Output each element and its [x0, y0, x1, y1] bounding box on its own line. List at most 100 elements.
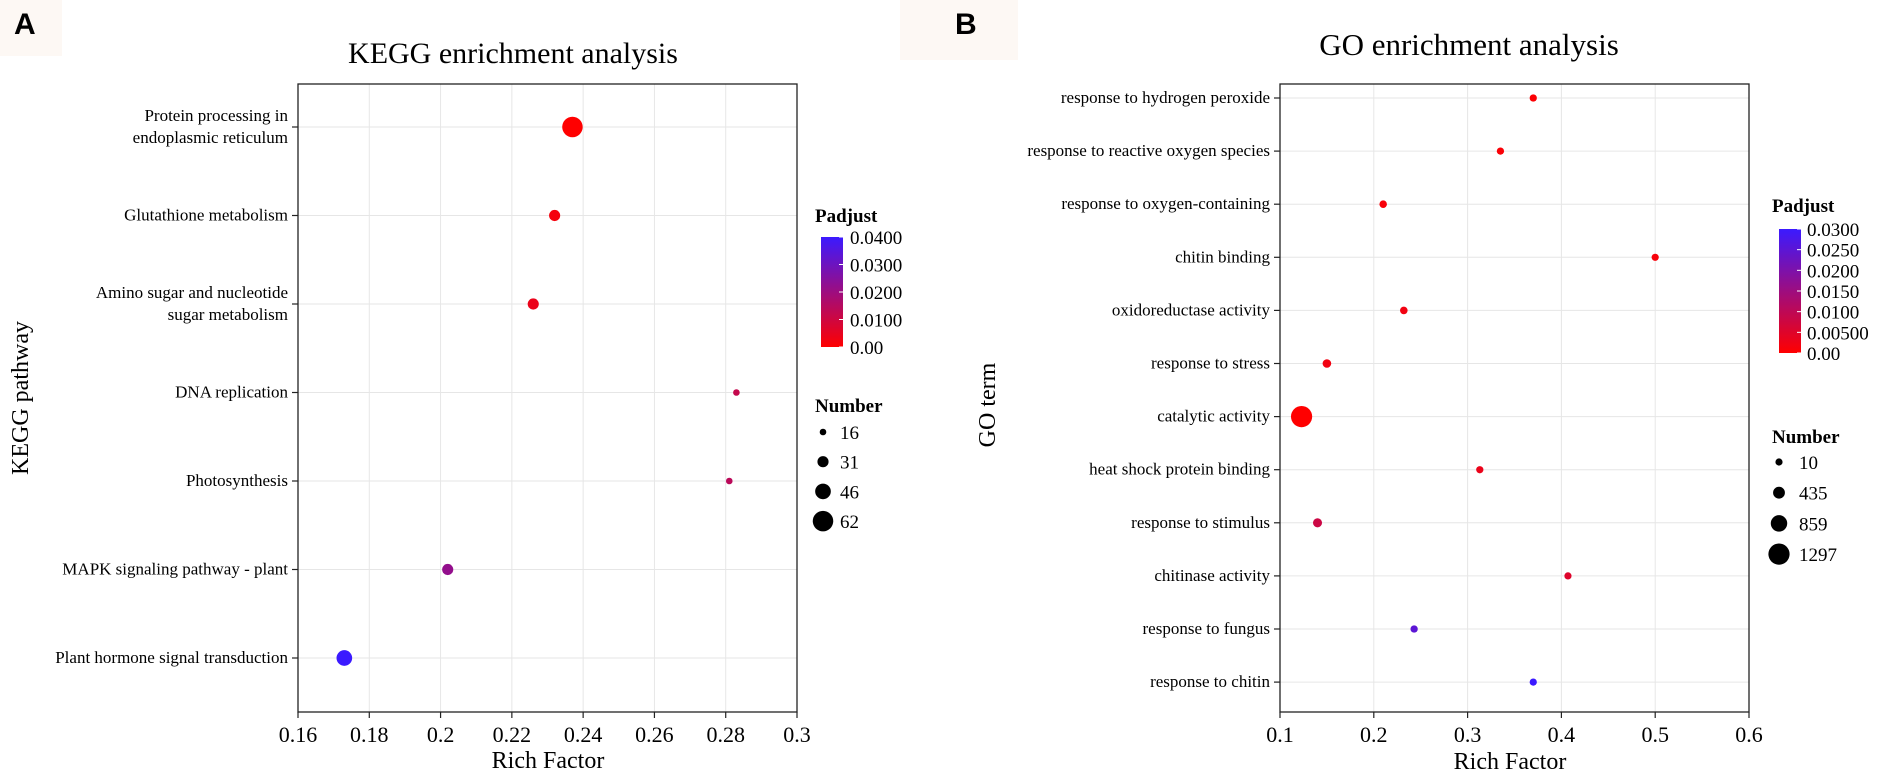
go-category-label-line: response to chitin — [1150, 672, 1270, 691]
kegg-category-label-line: Glutathione metabolism — [124, 206, 288, 225]
go-size-legend-label: 435 — [1799, 484, 1828, 505]
go-point — [1496, 147, 1505, 155]
kegg-color-legend-label: 0.0400 — [850, 228, 902, 249]
go-category-label-line: chitinase activity — [1154, 566, 1270, 585]
go-category-label-line: oxidoreductase activity — [1112, 300, 1271, 319]
go-y-axis-label: GO term — [975, 362, 1001, 447]
go-size-legend-title: Number — [1772, 427, 1840, 448]
kegg-category-label-line: sugar metabolism — [168, 305, 288, 324]
kegg-size-legend-title: Number — [815, 396, 883, 417]
kegg-color-legend-label: 0.0100 — [850, 311, 902, 332]
go-size-legend-label: 10 — [1799, 453, 1818, 474]
go-size-legend-dot — [1768, 543, 1790, 565]
go-size-legend-label: 1297 — [1799, 545, 1837, 566]
go-point — [1290, 405, 1313, 428]
kegg-point — [733, 389, 740, 396]
go-point — [1312, 518, 1323, 528]
go-size-legend-dot — [1775, 458, 1783, 466]
go-title: GO enrichment analysis — [1319, 27, 1619, 62]
go-category-label: response to stimulus — [1131, 513, 1270, 532]
kegg-category-label-line: endoplasmic reticulum — [133, 128, 288, 147]
go-category-label-line: response to oxygen-containing — [1061, 194, 1270, 213]
go-color-legend-label: 0.0300 — [1807, 220, 1859, 241]
kegg-point — [442, 563, 454, 576]
go-point — [1564, 572, 1572, 580]
kegg-point — [562, 116, 583, 138]
go-x-axis-label: Rich Factor — [1454, 749, 1567, 775]
kegg-x-tick-label: 0.24 — [564, 722, 603, 747]
go-point — [1651, 253, 1659, 261]
go-color-legend-label: 0.00 — [1807, 344, 1840, 365]
go-category-label: chitinase activity — [1154, 566, 1270, 585]
kegg-plot-area — [298, 84, 797, 712]
go-category-label: response to chitin — [1150, 672, 1270, 691]
kegg-category-label-line: Protein processing in — [144, 106, 288, 125]
kegg-category-label-line: MAPK signaling pathway - plant — [62, 560, 288, 579]
go-category-label: response to reactive oxygen species — [1027, 141, 1270, 160]
go-category-label: heat shock protein binding — [1089, 460, 1270, 479]
kegg-category-label: Glutathione metabolism — [124, 206, 288, 225]
kegg-x-tick-label: 0.26 — [635, 722, 674, 747]
go-point — [1529, 94, 1537, 102]
kegg-size-legend-dot — [817, 456, 829, 468]
kegg-color-legend-label: 0.00 — [850, 338, 883, 359]
kegg-plot-frame — [297, 83, 798, 713]
go-color-legend-label: 0.0250 — [1807, 241, 1859, 262]
go-point — [1529, 678, 1537, 686]
panel-a-label-bg — [0, 0, 62, 56]
go-x-tick-label: 0.3 — [1454, 722, 1482, 747]
kegg-y-axis-label: KEGG pathway — [8, 321, 34, 475]
kegg-chart: KEGG enrichment analysis 0.16 0.18 0.2 0.22 0… — [8, 37, 902, 774]
go-point — [1322, 359, 1332, 368]
kegg-point — [549, 209, 561, 222]
kegg-category-label: Plant hormone signal transduction — [55, 648, 288, 667]
kegg-x-tick-label: 0.28 — [706, 722, 745, 747]
kegg-color-legend-label: 0.0200 — [850, 283, 902, 304]
kegg-x-tick-label: 0.3 — [783, 722, 811, 747]
go-category-label: chitin binding — [1175, 247, 1270, 266]
go-size-legend-dot — [1770, 515, 1788, 532]
go-x-tick-label: 0.6 — [1735, 722, 1763, 747]
go-color-legend-label: 0.0200 — [1807, 261, 1859, 282]
go-plot-frame — [1279, 83, 1750, 713]
kegg-x-tick-label: 0.18 — [350, 722, 389, 747]
kegg-size-legend-label: 31 — [840, 453, 859, 474]
go-color-legend-label: 0.0100 — [1807, 303, 1859, 324]
kegg-x-tick-label: 0.16 — [279, 722, 318, 747]
go-color-legend-bar — [1779, 229, 1801, 353]
kegg-size-legend-dot — [812, 510, 834, 532]
kegg-category-label: MAPK signaling pathway - plant — [62, 560, 288, 579]
kegg-x-tick-label: 0.2 — [427, 722, 455, 747]
go-color-legend-title: Padjust — [1772, 196, 1835, 217]
kegg-category-label-line: Amino sugar and nucleotide — [96, 283, 288, 302]
go-point — [1476, 466, 1484, 474]
kegg-size-legend-label: 46 — [840, 482, 859, 503]
go-color-legend-label: 0.0150 — [1807, 282, 1859, 303]
go-x-tick-label: 0.4 — [1548, 722, 1576, 747]
kegg-color-legend-title: Padjust — [815, 206, 878, 227]
go-size-legend-label: 859 — [1799, 514, 1828, 535]
go-category-label: response to hydrogen peroxide — [1061, 88, 1270, 107]
panel-a-label: A — [14, 8, 36, 41]
go-plot-area — [1280, 84, 1749, 712]
go-category-label: response to stress — [1151, 354, 1270, 373]
kegg-point — [725, 477, 733, 485]
panel-b-label: B — [955, 8, 977, 41]
go-category-label-line: response to stress — [1151, 354, 1270, 373]
kegg-category-label: DNA replication — [175, 383, 288, 402]
go-point — [1410, 625, 1418, 633]
go-x-tick-label: 0.1 — [1266, 722, 1294, 747]
kegg-category-label-line: Plant hormone signal transduction — [55, 648, 288, 667]
go-category-label: response to oxygen-containing — [1061, 194, 1270, 213]
go-category-label-line: response to stimulus — [1131, 513, 1270, 532]
kegg-size-legend-dot — [819, 428, 827, 436]
kegg-category-label: Photosynthesis — [186, 471, 288, 490]
go-category-label-line: response to reactive oxygen species — [1027, 141, 1270, 160]
go-x-tick-label: 0.2 — [1360, 722, 1388, 747]
kegg-color-legend-label: 0.0300 — [850, 256, 902, 277]
go-point — [1400, 306, 1408, 315]
kegg-size-legend-label: 16 — [840, 423, 859, 444]
go-color-legend-label: 0.00500 — [1807, 323, 1869, 344]
panel-b-label-bg — [900, 0, 1018, 60]
